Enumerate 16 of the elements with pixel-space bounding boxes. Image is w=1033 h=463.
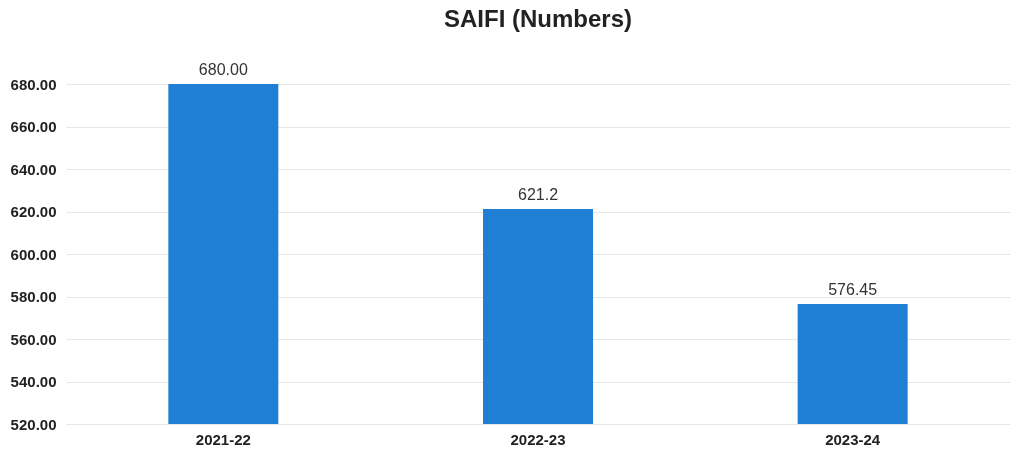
x-tick-label: 2021-22 — [195, 430, 251, 448]
chart-title: SAIFI (Numbers) — [443, 5, 633, 32]
y-tick-label: 580.00 — [10, 288, 57, 305]
y-tick-label: 560.00 — [10, 330, 57, 348]
data-label: 576.45 — [828, 281, 878, 299]
y-tick-label: 540.00 — [10, 373, 57, 390]
y-tick-label: 640.00 — [10, 160, 57, 178]
y-tick-label: 600.00 — [10, 245, 57, 263]
y-tick-label: 620.00 — [10, 203, 57, 220]
y-tick-label: 660.00 — [10, 118, 57, 135]
y-tick-label: 680.00 — [10, 75, 57, 93]
data-label: 680.00 — [198, 61, 248, 78]
x-tick-label: 2022-23 — [510, 430, 566, 448]
data-label: 621.2 — [517, 185, 559, 203]
x-tick-label: 2023-24 — [825, 430, 881, 448]
y-tick-label: 520.00 — [10, 415, 57, 433]
